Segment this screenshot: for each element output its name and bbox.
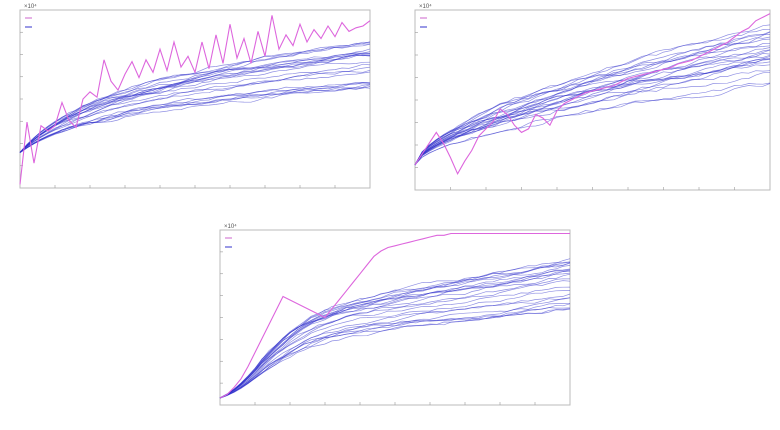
ensemble-series-line bbox=[414, 31, 771, 166]
highlight-series-line bbox=[19, 15, 371, 185]
plot-frame bbox=[19, 9, 371, 189]
chart-svg bbox=[219, 229, 571, 406]
ensemble-series-line bbox=[19, 53, 371, 153]
ensemble-series-line bbox=[414, 42, 771, 165]
chart-svg bbox=[414, 9, 771, 191]
ensemble-series-line bbox=[219, 272, 571, 399]
ensemble-series-line bbox=[414, 34, 771, 165]
ensemble-series-line bbox=[219, 262, 571, 399]
ensemble-series-line bbox=[414, 29, 771, 166]
chart-panel-top-left: ×10⁴ bbox=[19, 4, 371, 189]
ensemble-series-line bbox=[219, 265, 571, 399]
ensemble-series-line bbox=[414, 31, 771, 165]
ensemble-series-line bbox=[414, 83, 771, 166]
ensemble-series-line bbox=[219, 273, 571, 399]
ensemble-series-line bbox=[219, 268, 571, 399]
ensemble-series-line bbox=[219, 308, 571, 399]
ensemble-series-line bbox=[219, 271, 571, 399]
ensemble-series-line bbox=[19, 71, 371, 153]
ensemble-series-line bbox=[19, 42, 371, 153]
ensemble-series-line bbox=[19, 54, 371, 153]
ensemble-series-line bbox=[414, 24, 771, 166]
ensemble-series-line bbox=[414, 71, 771, 166]
ensemble-series-line bbox=[219, 293, 571, 399]
ensemble-series-line bbox=[414, 38, 771, 166]
ensemble-series-line bbox=[19, 84, 371, 153]
ensemble-series-line bbox=[414, 58, 771, 166]
ensemble-series-line bbox=[19, 48, 371, 153]
plot-frame bbox=[414, 9, 771, 191]
ensemble-series-line bbox=[414, 64, 771, 165]
ensemble-series-line bbox=[414, 82, 771, 165]
ensemble-series-line bbox=[414, 58, 771, 166]
ensemble-series-line bbox=[19, 82, 371, 153]
chart-panel-top-right: ×10⁴ bbox=[414, 4, 771, 191]
ensemble-series-line bbox=[219, 269, 571, 399]
y-exponent-label: ×10⁴ bbox=[224, 224, 237, 230]
ensemble-series-line bbox=[19, 51, 371, 153]
ensemble-series-line bbox=[219, 290, 571, 399]
ensemble-series-line bbox=[414, 56, 771, 166]
ensemble-series-line bbox=[414, 70, 771, 165]
ensemble-series-line bbox=[414, 49, 771, 166]
ensemble-series-line bbox=[219, 286, 571, 399]
ensemble-series-line bbox=[219, 303, 571, 399]
highlight-series-line bbox=[219, 232, 570, 399]
ensemble-series-line bbox=[19, 54, 371, 153]
highlight-series-line bbox=[414, 13, 771, 176]
ensemble-series-line bbox=[219, 261, 571, 399]
ensemble-series-line bbox=[19, 86, 371, 153]
ensemble-series-line bbox=[414, 61, 771, 166]
ensemble-series-line bbox=[219, 308, 571, 399]
ensemble-series-line bbox=[19, 41, 371, 153]
y-exponent-label: ×10⁴ bbox=[24, 4, 37, 10]
ensemble-series-line bbox=[219, 297, 571, 399]
ensemble-series-line bbox=[414, 45, 771, 165]
ensemble-series-line bbox=[414, 47, 771, 166]
ensemble-series-line bbox=[414, 49, 771, 166]
ensemble-series-line bbox=[219, 278, 571, 399]
ensemble-series-line bbox=[19, 87, 371, 153]
y-exponent-label: ×10⁴ bbox=[419, 4, 432, 10]
ensemble-series-line bbox=[414, 36, 771, 166]
ensemble-series-line bbox=[19, 54, 371, 153]
chart-panel-bottom: ×10⁴ bbox=[219, 224, 571, 406]
ensemble-series-line bbox=[19, 83, 371, 153]
ensemble-series-line bbox=[219, 297, 571, 399]
chart-svg bbox=[19, 9, 371, 189]
ensemble-series-line bbox=[219, 262, 571, 399]
ensemble-series-line bbox=[219, 269, 571, 399]
